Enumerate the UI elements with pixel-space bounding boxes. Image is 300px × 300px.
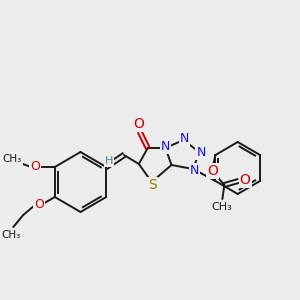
Text: O: O: [34, 199, 44, 212]
Text: CH₃: CH₃: [2, 230, 21, 240]
Text: O: O: [240, 173, 250, 187]
Text: N: N: [196, 146, 206, 158]
Text: N: N: [190, 164, 199, 176]
Text: N: N: [161, 140, 170, 152]
Text: O: O: [207, 164, 218, 178]
Text: O: O: [134, 117, 144, 131]
Text: N: N: [180, 133, 189, 146]
Text: O: O: [30, 160, 40, 173]
Text: CH₃: CH₃: [211, 202, 232, 212]
Text: H: H: [105, 156, 113, 166]
Text: CH₃: CH₃: [3, 154, 22, 164]
Text: S: S: [148, 178, 157, 192]
